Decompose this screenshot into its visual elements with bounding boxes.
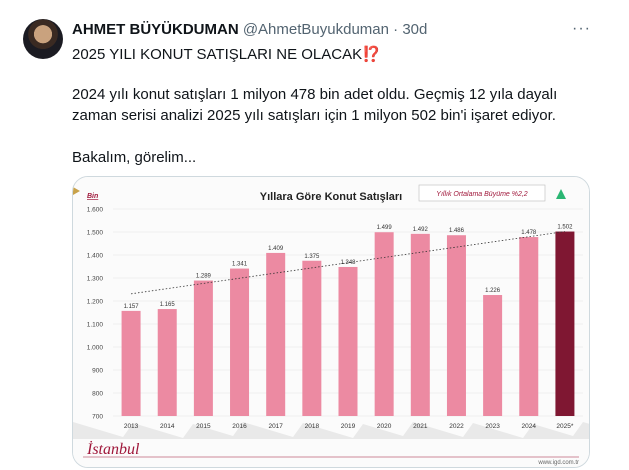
bar [157,309,177,416]
tweet-header: AHMET BÜYÜKDUMAN @AhmetBuyukduman · 30d [72,21,427,38]
bar-value-label: 1.157 [124,304,140,310]
growth-arrow-icon [556,189,566,199]
x-tick-label: 2021 [413,423,428,430]
bar-value-label: 1.289 [196,274,212,280]
tweet-text-line-1: 2024 yılı konut satışları 1 milyon 478 b… [72,86,558,103]
x-tick-label: 2023 [485,423,500,430]
bar [410,233,430,416]
more-options-icon[interactable]: ··· [572,20,591,37]
bar [121,310,141,416]
exclamation-question-icon: ⁉️ [362,46,381,63]
chart-title: Yıllara Göre Konut Satışları [260,191,402,203]
tweet-text-line-3: Bakalım, görelim... [72,149,197,166]
bar [446,235,466,416]
y-tick-label: 1.500 [87,230,104,237]
x-tick-label: 2025* [556,423,573,430]
annotation-text: Yıllık Ortalama Büyüme %2,2 [436,191,528,198]
y-tick-label: 1.100 [87,322,104,329]
y-tick-label: 1.600 [87,207,104,214]
bar [374,232,394,416]
trendline [131,231,565,295]
x-tick-label: 2019 [341,423,356,430]
chart-background [73,177,589,467]
bar [266,252,286,416]
bar-value-label: 1.499 [377,225,393,231]
bar-value-label: 1.165 [160,302,176,308]
bar [338,266,358,416]
separator-dot: · [393,21,399,38]
bar [302,260,322,416]
x-tick-label: 2013 [124,423,139,430]
tweet-timestamp[interactable]: 30d [402,21,428,38]
author-avatar[interactable] [23,19,63,59]
unit-label: Bin [87,193,98,200]
x-tick-label: 2020 [377,423,392,430]
bar-value-label: 1.409 [268,246,284,252]
x-tick-label: 2014 [160,423,175,430]
bar [230,268,250,416]
y-tick-label: 900 [92,368,103,375]
corner-marker [73,187,80,195]
tweet-title: 2025 YILI KONUT SATIŞLARI NE OLACAK [72,46,363,63]
y-tick-label: 800 [92,391,103,398]
author-handle[interactable]: @AhmetBuyukduman [242,21,389,38]
author-name[interactable]: AHMET BÜYÜKDUMAN [72,21,239,38]
bar [555,231,575,416]
bar-value-label: 1.478 [521,230,537,236]
tweet-media-card[interactable]: Yıllara Göre Konut Satışları Bin Yıllık Or… [72,176,590,468]
y-tick-label: 700 [92,414,103,421]
x-tick-label: 2017 [268,423,283,430]
bar-value-label: 1.341 [232,262,248,268]
x-tick-label: 2024 [522,423,537,430]
bar [519,237,539,416]
y-tick-label: 1.400 [87,253,104,260]
bar [483,295,503,416]
x-tick-label: 2018 [305,423,320,430]
bar [193,280,213,416]
x-tick-label: 2016 [232,423,247,430]
x-tick-label: 2015 [196,423,211,430]
city-silhouette [73,422,589,439]
tweet-text-line-2: zaman serisi analizi 2025 yılı satışları… [72,107,556,124]
bar-value-label: 1.486 [449,228,465,234]
bar-value-label: 1.492 [413,227,429,233]
y-tick-label: 1.200 [87,299,104,306]
footer-website: www.igd.com.tr [537,460,579,466]
bar-value-label: 1.348 [340,260,356,266]
bar-value-label: 1.502 [557,225,573,231]
bar-value-label: 1.375 [304,254,320,260]
x-tick-label: 2022 [449,423,464,430]
bar-chart: Yıllara Göre Konut Satışları Bin Yıllık Or… [73,177,589,467]
annotation-box [418,184,546,202]
y-tick-label: 1.300 [87,276,104,283]
y-tick-label: 1.000 [87,345,104,352]
tweet-title-line: 2025 YILI KONUT SATIŞLARI NE OLACAK⁉️ [72,45,381,63]
istanbul-logo: İstanbul [86,440,140,458]
bar-value-label: 1.226 [485,288,501,294]
